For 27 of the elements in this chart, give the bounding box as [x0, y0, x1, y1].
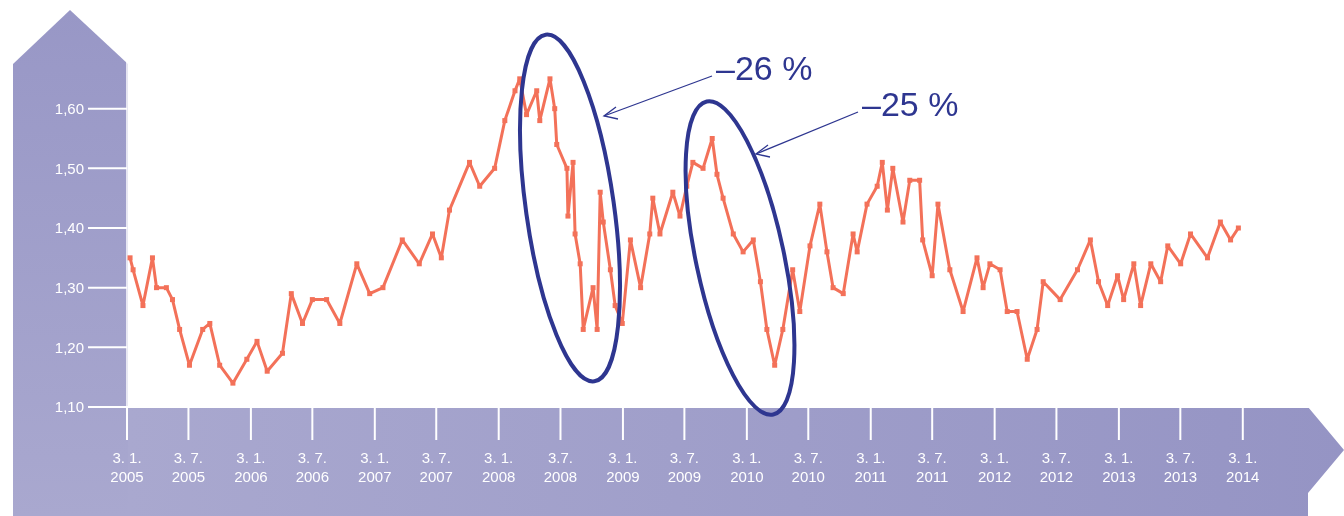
annotation: –25 % — [862, 85, 959, 123]
x-tick-label: 3. 1. 2009 — [606, 449, 640, 485]
annotation: –26 % — [716, 49, 813, 87]
x-tick-label: 3. 7. 2013 — [1163, 449, 1198, 485]
x-tick-label: 3. 1. 2006 — [234, 449, 268, 485]
y-tick-label: 1,10 — [54, 398, 84, 416]
x-tick-label: 3. 7. 2011 — [916, 449, 949, 485]
x-tick-label: 3. 7. 2005 — [171, 449, 206, 485]
x-tick-label: 3. 7. 2010 — [791, 449, 825, 485]
x-tick-label: 3. 1. 2014 — [1226, 449, 1260, 485]
x-tick-label: 3. 1. 2013 — [1102, 449, 1136, 485]
x-tick-label: 3. 1. 2007 — [358, 449, 392, 485]
x-tick-label: 3. 7. 2007 — [419, 449, 453, 485]
x-tick-label: 3. 1. 2008 — [482, 449, 516, 485]
x-tick-label: 3.7. 2008 — [543, 449, 578, 485]
y-tick-label: 1,40 — [54, 219, 84, 237]
x-tick-label: 3. 7. 2006 — [295, 449, 330, 485]
y-tick-label: 1,20 — [54, 338, 84, 356]
x-tick-label: 3. 7. 2009 — [667, 449, 702, 485]
y-tick-label: 1,50 — [54, 159, 84, 177]
x-tick-label: 3. 1. 2012 — [977, 449, 1012, 485]
x-tick-label: 3. 7. 2012 — [1039, 449, 1074, 485]
x-tick-label: 3. 1. 2010 — [730, 449, 764, 485]
y-tick-label: 1,60 — [54, 99, 84, 117]
x-tick-label: 3. 1. 2011 — [854, 449, 887, 485]
y-tick-label: 1,30 — [54, 278, 84, 296]
x-tick-label: 3. 1. 2005 — [110, 449, 144, 485]
